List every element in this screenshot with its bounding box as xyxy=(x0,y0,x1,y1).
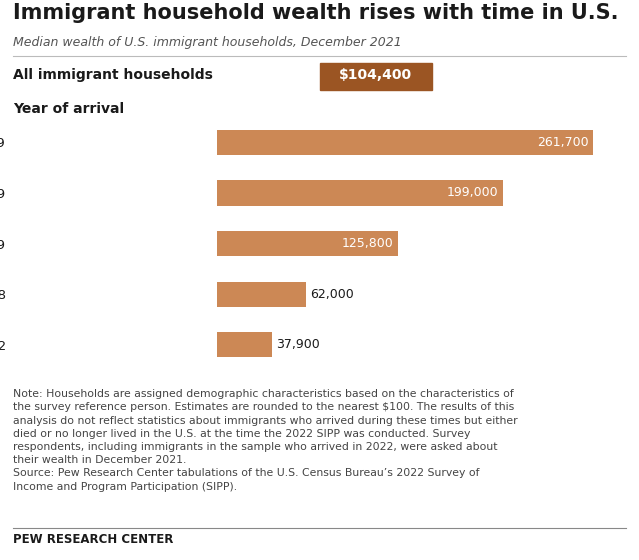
Bar xyxy=(217,130,593,155)
Text: 261,700: 261,700 xyxy=(537,136,589,149)
Bar xyxy=(217,231,397,256)
Text: Median wealth of U.S. immigrant households, December 2021: Median wealth of U.S. immigrant househol… xyxy=(13,36,401,49)
Text: 125,800: 125,800 xyxy=(342,237,394,250)
Bar xyxy=(217,282,306,307)
Text: $104,400: $104,400 xyxy=(339,68,412,82)
Text: PEW RESEARCH CENTER: PEW RESEARCH CENTER xyxy=(13,533,173,546)
Text: 62,000: 62,000 xyxy=(311,288,354,301)
Text: 199,000: 199,000 xyxy=(447,186,498,199)
Bar xyxy=(217,332,272,357)
Text: Note: Households are assigned demographic characteristics based on the character: Note: Households are assigned demographi… xyxy=(13,389,518,492)
Text: Year of arrival: Year of arrival xyxy=(13,102,124,116)
Bar xyxy=(217,180,503,206)
Text: Immigrant household wealth rises with time in U.S.: Immigrant household wealth rises with ti… xyxy=(13,3,619,23)
Text: All immigrant households: All immigrant households xyxy=(13,68,213,82)
Text: 37,900: 37,900 xyxy=(276,338,320,351)
